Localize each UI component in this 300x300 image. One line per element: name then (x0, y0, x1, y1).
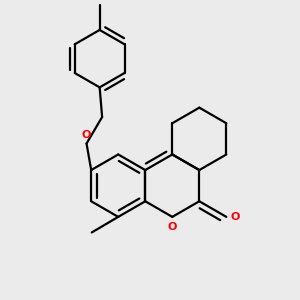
Text: O: O (230, 212, 240, 222)
Text: O: O (82, 130, 91, 140)
Text: O: O (168, 222, 177, 232)
